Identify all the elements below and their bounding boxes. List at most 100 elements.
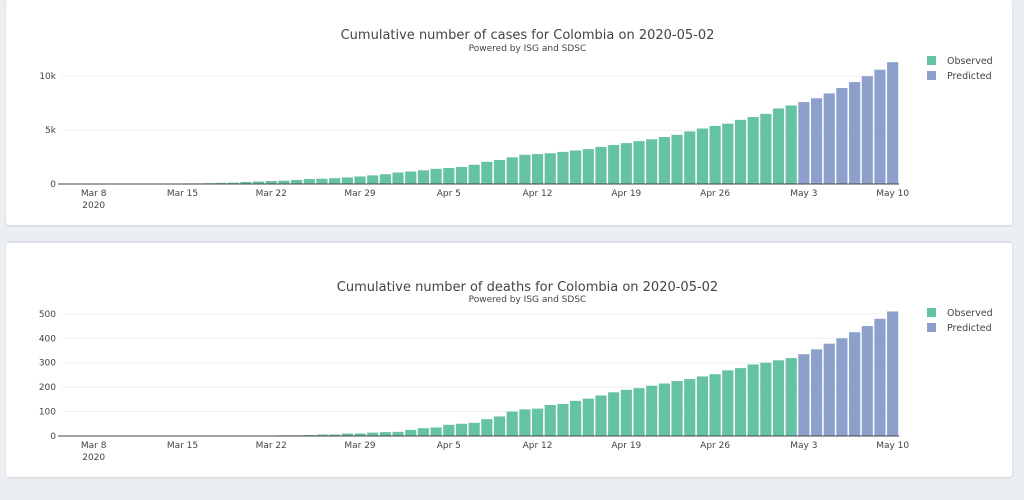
predicted-bar — [823, 343, 835, 436]
observed-bar — [544, 404, 556, 436]
observed-bar — [493, 160, 506, 184]
observed-bar — [252, 181, 265, 184]
observed-bar — [722, 370, 734, 436]
y-tick-label: 0 — [50, 180, 56, 190]
observed-bar — [760, 113, 772, 184]
legend-swatch — [927, 56, 936, 65]
observed-bar — [493, 416, 506, 436]
observed-bar — [455, 423, 468, 436]
observed-bar — [506, 157, 518, 184]
observed-bar — [379, 174, 391, 184]
observed-bar — [633, 388, 645, 436]
x-tick-label: Mar 8 — [81, 441, 107, 451]
x-tick-label: Apr 12 — [523, 189, 553, 199]
observed-bar — [671, 134, 683, 184]
x-tick-year: 2020 — [82, 453, 105, 463]
observed-bar — [341, 177, 353, 184]
x-tick-label: Apr 5 — [437, 189, 461, 199]
observed-bar — [455, 166, 468, 184]
observed-bar — [405, 429, 417, 436]
observed-bar — [722, 123, 734, 184]
observed-bar — [620, 389, 632, 436]
legend-label: Observed — [947, 56, 993, 67]
predicted-bar — [874, 318, 886, 436]
predicted-bar — [823, 93, 835, 184]
x-tick-label: Apr 26 — [700, 189, 730, 199]
predicted-bar — [849, 332, 861, 436]
predicted-bar — [798, 102, 810, 184]
observed-bar — [392, 431, 404, 436]
x-tick-year: 2020 — [82, 201, 105, 211]
observed-bar — [531, 154, 544, 184]
observed-bar — [316, 178, 328, 184]
observed-bar — [291, 179, 303, 184]
x-tick-label: Mar 29 — [344, 189, 376, 199]
observed-bar — [582, 398, 594, 436]
observed-bar — [595, 395, 607, 436]
legend-label: Predicted — [947, 71, 992, 82]
observed-bar — [519, 409, 531, 436]
y-tick-label: 100 — [39, 408, 56, 418]
x-tick-label: Mar 15 — [167, 189, 198, 199]
observed-bar — [646, 139, 658, 184]
chart-subtitle: Powered by ISG and SDSC — [469, 295, 587, 305]
cases-chart: Cumulative number of cases for Colombia … — [39, 28, 993, 211]
observed-bar — [570, 150, 582, 184]
y-tick-label: 10k — [39, 72, 56, 82]
observed-bar — [329, 434, 341, 436]
observed-bar — [392, 172, 404, 184]
legend-swatch — [927, 71, 936, 80]
observed-bar — [570, 400, 582, 436]
observed-bar — [772, 360, 785, 436]
observed-bar — [658, 137, 670, 184]
observed-bar — [443, 167, 455, 184]
x-tick-label: Apr 19 — [611, 441, 641, 451]
observed-bar — [785, 105, 797, 184]
observed-bar — [595, 146, 607, 184]
observed-bar — [430, 427, 442, 436]
observed-bar — [265, 181, 277, 184]
x-tick-label: Apr 26 — [700, 441, 730, 451]
observed-bar — [709, 374, 721, 436]
observed-bar — [646, 385, 658, 436]
y-tick-label: 300 — [39, 359, 56, 369]
observed-bar — [696, 128, 709, 184]
observed-bar — [608, 392, 620, 436]
observed-bar — [760, 362, 772, 436]
observed-bar — [772, 108, 785, 184]
x-tick-label: Apr 5 — [437, 441, 461, 451]
predicted-bar — [887, 311, 899, 436]
observed-bar — [747, 364, 759, 436]
observed-bar — [379, 432, 391, 436]
observed-bar — [684, 131, 696, 184]
cases-chart-card: Cumulative number of cases for Colombia … — [6, 0, 1012, 225]
predicted-bar — [798, 354, 810, 436]
predicted-bar — [836, 338, 848, 436]
legend-swatch — [927, 323, 936, 332]
predicted-bar — [874, 69, 886, 184]
observed-bar — [709, 126, 721, 184]
x-tick-label: Apr 19 — [611, 189, 641, 199]
observed-bar — [367, 432, 379, 436]
observed-bar — [519, 154, 531, 184]
observed-bar — [481, 161, 493, 184]
observed-bar — [734, 119, 747, 184]
observed-bar — [354, 176, 366, 184]
observed-bar — [684, 379, 696, 436]
x-tick-label: Mar 8 — [81, 189, 107, 199]
observed-bar — [747, 117, 759, 184]
predicted-bar — [836, 88, 848, 184]
x-tick-label: Apr 12 — [523, 441, 553, 451]
observed-bar — [468, 164, 480, 184]
predicted-bar — [861, 326, 873, 436]
observed-bar — [481, 419, 493, 436]
observed-bar — [658, 383, 670, 436]
observed-bar — [557, 151, 569, 184]
observed-bar — [329, 178, 341, 184]
observed-bar — [734, 368, 747, 436]
observed-bar — [557, 404, 569, 436]
observed-bar — [227, 182, 239, 184]
observed-bar — [417, 170, 430, 184]
x-tick-label: May 3 — [790, 441, 817, 451]
observed-bar — [633, 141, 645, 184]
